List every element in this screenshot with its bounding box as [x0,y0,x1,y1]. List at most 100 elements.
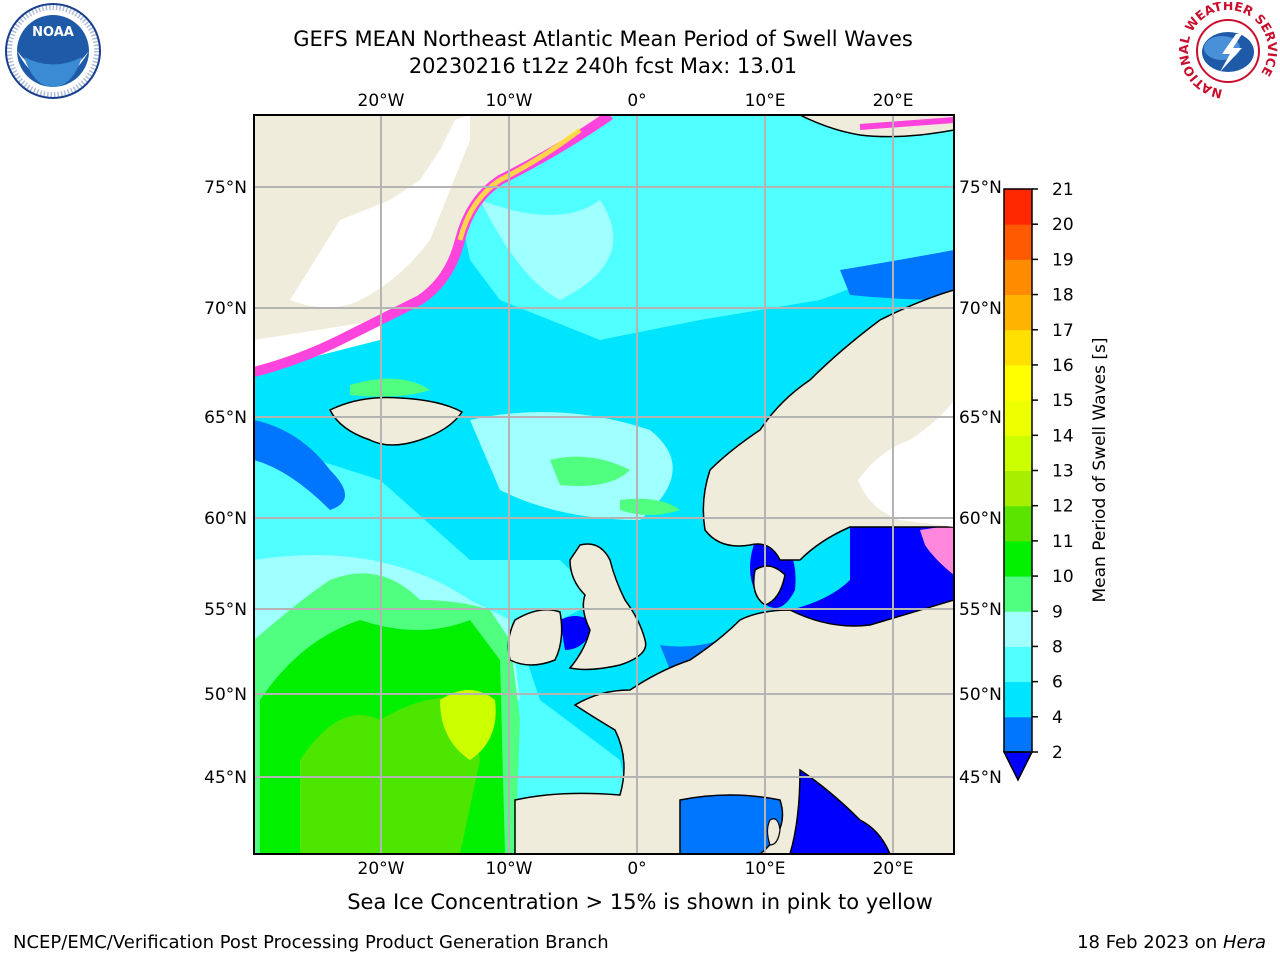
colorbar-tick-label: 19 [1052,250,1074,270]
lat-label: 75°N [959,178,1002,198]
baltic-ice [920,525,954,575]
lat-label: 45°N [959,768,1002,788]
lat-label: 65°N [959,408,1002,428]
lat-label: 60°N [204,509,247,529]
lat-label: 75°N [204,178,247,198]
colorbar-cell [1004,259,1032,296]
colorbar-tick-label: 9 [1052,602,1063,622]
footer-date-text: 18 Feb 2023 on [1077,932,1223,953]
lat-label: 70°N [959,299,1002,319]
chart-subtitle: 20230216 t12z 240h fcst Max: 13.01 [408,54,798,78]
lat-label: 70°N [204,299,247,319]
swell-region-12s [300,697,480,854]
lat-label: 65°N [204,408,247,428]
lon-label: 10°W [486,859,533,879]
lat-label: 55°N [959,600,1002,620]
colorbar-label: Mean Period of Swell Waves [s] [1090,338,1110,603]
map-frame [253,114,955,855]
lat-labels-right: 75°N 70°N 65°N 60°N 55°N 50°N 45°N [959,178,1002,788]
lon-labels-top: 20°W 10°W 0° 10°E 20°E [358,91,914,111]
colorbar-tick-label: 13 [1052,462,1074,482]
svg-text:NOAA: NOAA [32,25,74,40]
lon-label: 10°E [745,859,786,879]
lat-label: 50°N [204,685,247,705]
colorbar-cell [1004,540,1032,577]
colorbar-cell [1004,189,1032,225]
colorbar-tick-label: 6 [1052,673,1063,693]
colorbar-tick-label: 8 [1052,637,1063,657]
colorbar-tick-label: 15 [1052,391,1074,411]
colorbar-cell [1004,716,1032,753]
colorbar-tick-label: 16 [1052,356,1074,376]
lon-label: 0° [627,91,646,111]
colorbar-cell [1004,435,1032,471]
noaa-logo: NOAA [5,3,101,99]
footer-credit: NCEP/EMC/Verification Post Processing Pr… [13,932,609,953]
footer-host: Hera [1222,932,1266,953]
swell-patch-north-sea [620,498,680,515]
colorbar-under-arrow [1002,751,1034,782]
lon-label: 20°E [873,859,914,879]
denmark [753,565,786,606]
colorbar-cell [1004,681,1032,718]
corsica-sardinia [766,818,781,846]
lat-label: 45°N [204,768,247,788]
colorbar-cell [1004,364,1032,401]
adriatic-tyrrhenian [790,770,890,854]
colorbar-tick-label: 14 [1052,426,1074,446]
colorbar-cell [1004,470,1032,507]
colorbar-tick-label: 11 [1052,532,1074,552]
swell-low-irish-sea [560,616,595,650]
colorbar-tick-label: 10 [1052,567,1074,587]
svalbard-ice [859,117,954,130]
colorbar-tick-label: 21 [1052,180,1074,200]
sea-ice-note: Sea Ice Concentration > 15% is shown in … [347,890,933,914]
colorbar-cell [1004,611,1032,647]
lat-labels-left: 75°N 70°N 65°N 60°N 55°N 50°N 45°N [204,178,247,788]
gulf-of-bothnia-ice [858,400,954,527]
iceland [328,396,464,446]
baltic-sea [790,527,954,630]
colorbar-cell [1004,400,1032,436]
lon-label: 10°W [486,91,533,111]
colorbar-tick-label: 4 [1052,708,1063,728]
colorbar-cell [1004,224,1032,260]
swell-region-9s-a [480,200,614,300]
swell-low-greenland-coast [254,420,345,510]
colorbar-cell [1004,294,1032,331]
colorbar-cell [1004,505,1032,542]
swell-low-barents [840,250,954,300]
colorbar-tick-label: 20 [1052,215,1074,235]
lon-label: 20°W [358,91,405,111]
colorbar-cell [1004,576,1032,612]
lon-label: 20°E [873,91,914,111]
nws-logo: NATIONAL WEATHER SERVICE [1178,2,1278,100]
lat-label: 55°N [204,600,247,620]
colorbar: 2 4 6 8 9 10 11 12 13 14 15 16 17 18 19 20 21 Mean Perio… [1002,180,1110,782]
swell-low-channel [660,640,720,670]
graticule [254,115,954,854]
great-britain [568,543,647,671]
sea-ice-edge-yellow [457,127,582,241]
colorbar-tick-label: 18 [1052,286,1074,306]
colorbar-tick-label: 2 [1052,743,1063,763]
footer-date: 18 Feb 2023 on Hera [1077,932,1266,953]
swell-max-region [440,690,496,760]
colorbar-cell [1004,646,1032,683]
swell-patch-norway-sea [550,456,630,486]
colorbar-tick-label: 17 [1052,321,1074,341]
lat-label: 60°N [959,509,1002,529]
lon-label: 10°E [745,91,786,111]
lon-labels-bottom: 20°W 10°W 0° 10°E 20°E [358,859,914,879]
lat-label: 50°N [959,685,1002,705]
colorbar-tick-label: 12 [1052,497,1074,517]
colorbar-cell [1004,329,1032,366]
map-panel [254,115,954,854]
chart-title: GEFS MEAN Northeast Atlantic Mean Period… [293,27,913,51]
swell-patch-iceland [350,378,430,397]
mediterranean-west [680,795,783,854]
continental-europe [514,599,954,854]
lon-label: 20°W [358,859,405,879]
lon-label: 0° [627,859,646,879]
